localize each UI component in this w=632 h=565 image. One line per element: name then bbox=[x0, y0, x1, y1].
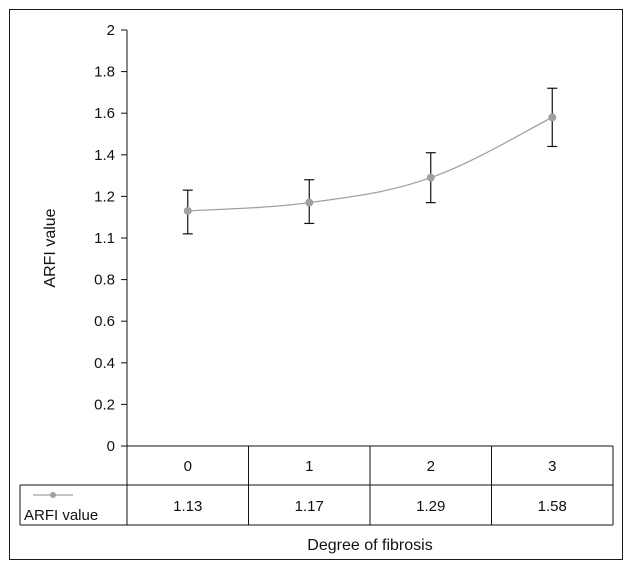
table-value-cell: 1.58 bbox=[538, 498, 567, 515]
series-layer bbox=[182, 87, 558, 235]
y-tick-label: 0.4 bbox=[94, 355, 115, 372]
x-tick-label: 3 bbox=[548, 458, 556, 475]
x-tick-label: 0 bbox=[184, 458, 192, 475]
y-tick-label: 0.6 bbox=[94, 313, 115, 330]
y-tick-label: 2 bbox=[107, 22, 115, 39]
data-point bbox=[305, 198, 314, 207]
legend-key-marker bbox=[50, 492, 56, 498]
y-tick-label: 0 bbox=[107, 438, 115, 455]
x-axis-label: Degree of fibrosis bbox=[307, 537, 432, 554]
y-tick-label: 1.8 bbox=[94, 64, 115, 81]
y-tick-label: 1.2 bbox=[94, 188, 115, 205]
y-tick-label: 1.1 bbox=[94, 230, 115, 247]
x-tick-label: 1 bbox=[305, 458, 313, 475]
y-tick-label: 1.6 bbox=[94, 105, 115, 122]
y-tick-label: 0.8 bbox=[94, 272, 115, 289]
legend-series-name: ARFI value bbox=[24, 507, 98, 524]
series-line bbox=[187, 116, 553, 212]
chart-axes: 2 1.8 1.6 1.4 1.2 1.1 0.8 0.6 0.4 0.2 0 bbox=[94, 22, 613, 455]
data-point bbox=[183, 206, 192, 215]
data-point bbox=[426, 173, 435, 182]
table-value-cell: 1.17 bbox=[295, 498, 324, 515]
x-tick-label: 2 bbox=[427, 458, 435, 475]
y-axis-label: ARFI value bbox=[42, 208, 59, 287]
table-value-cell: 1.13 bbox=[173, 498, 202, 515]
table-value-cell: 1.29 bbox=[416, 498, 445, 515]
y-tick-label: 0.2 bbox=[94, 396, 115, 413]
y-tick-label: 1.4 bbox=[94, 147, 115, 164]
data-table: 0 1 2 3 ARFI value 1.13 1.17 1.29 1.58 bbox=[19, 446, 614, 526]
data-point bbox=[548, 113, 557, 122]
chart-frame bbox=[9, 9, 623, 560]
